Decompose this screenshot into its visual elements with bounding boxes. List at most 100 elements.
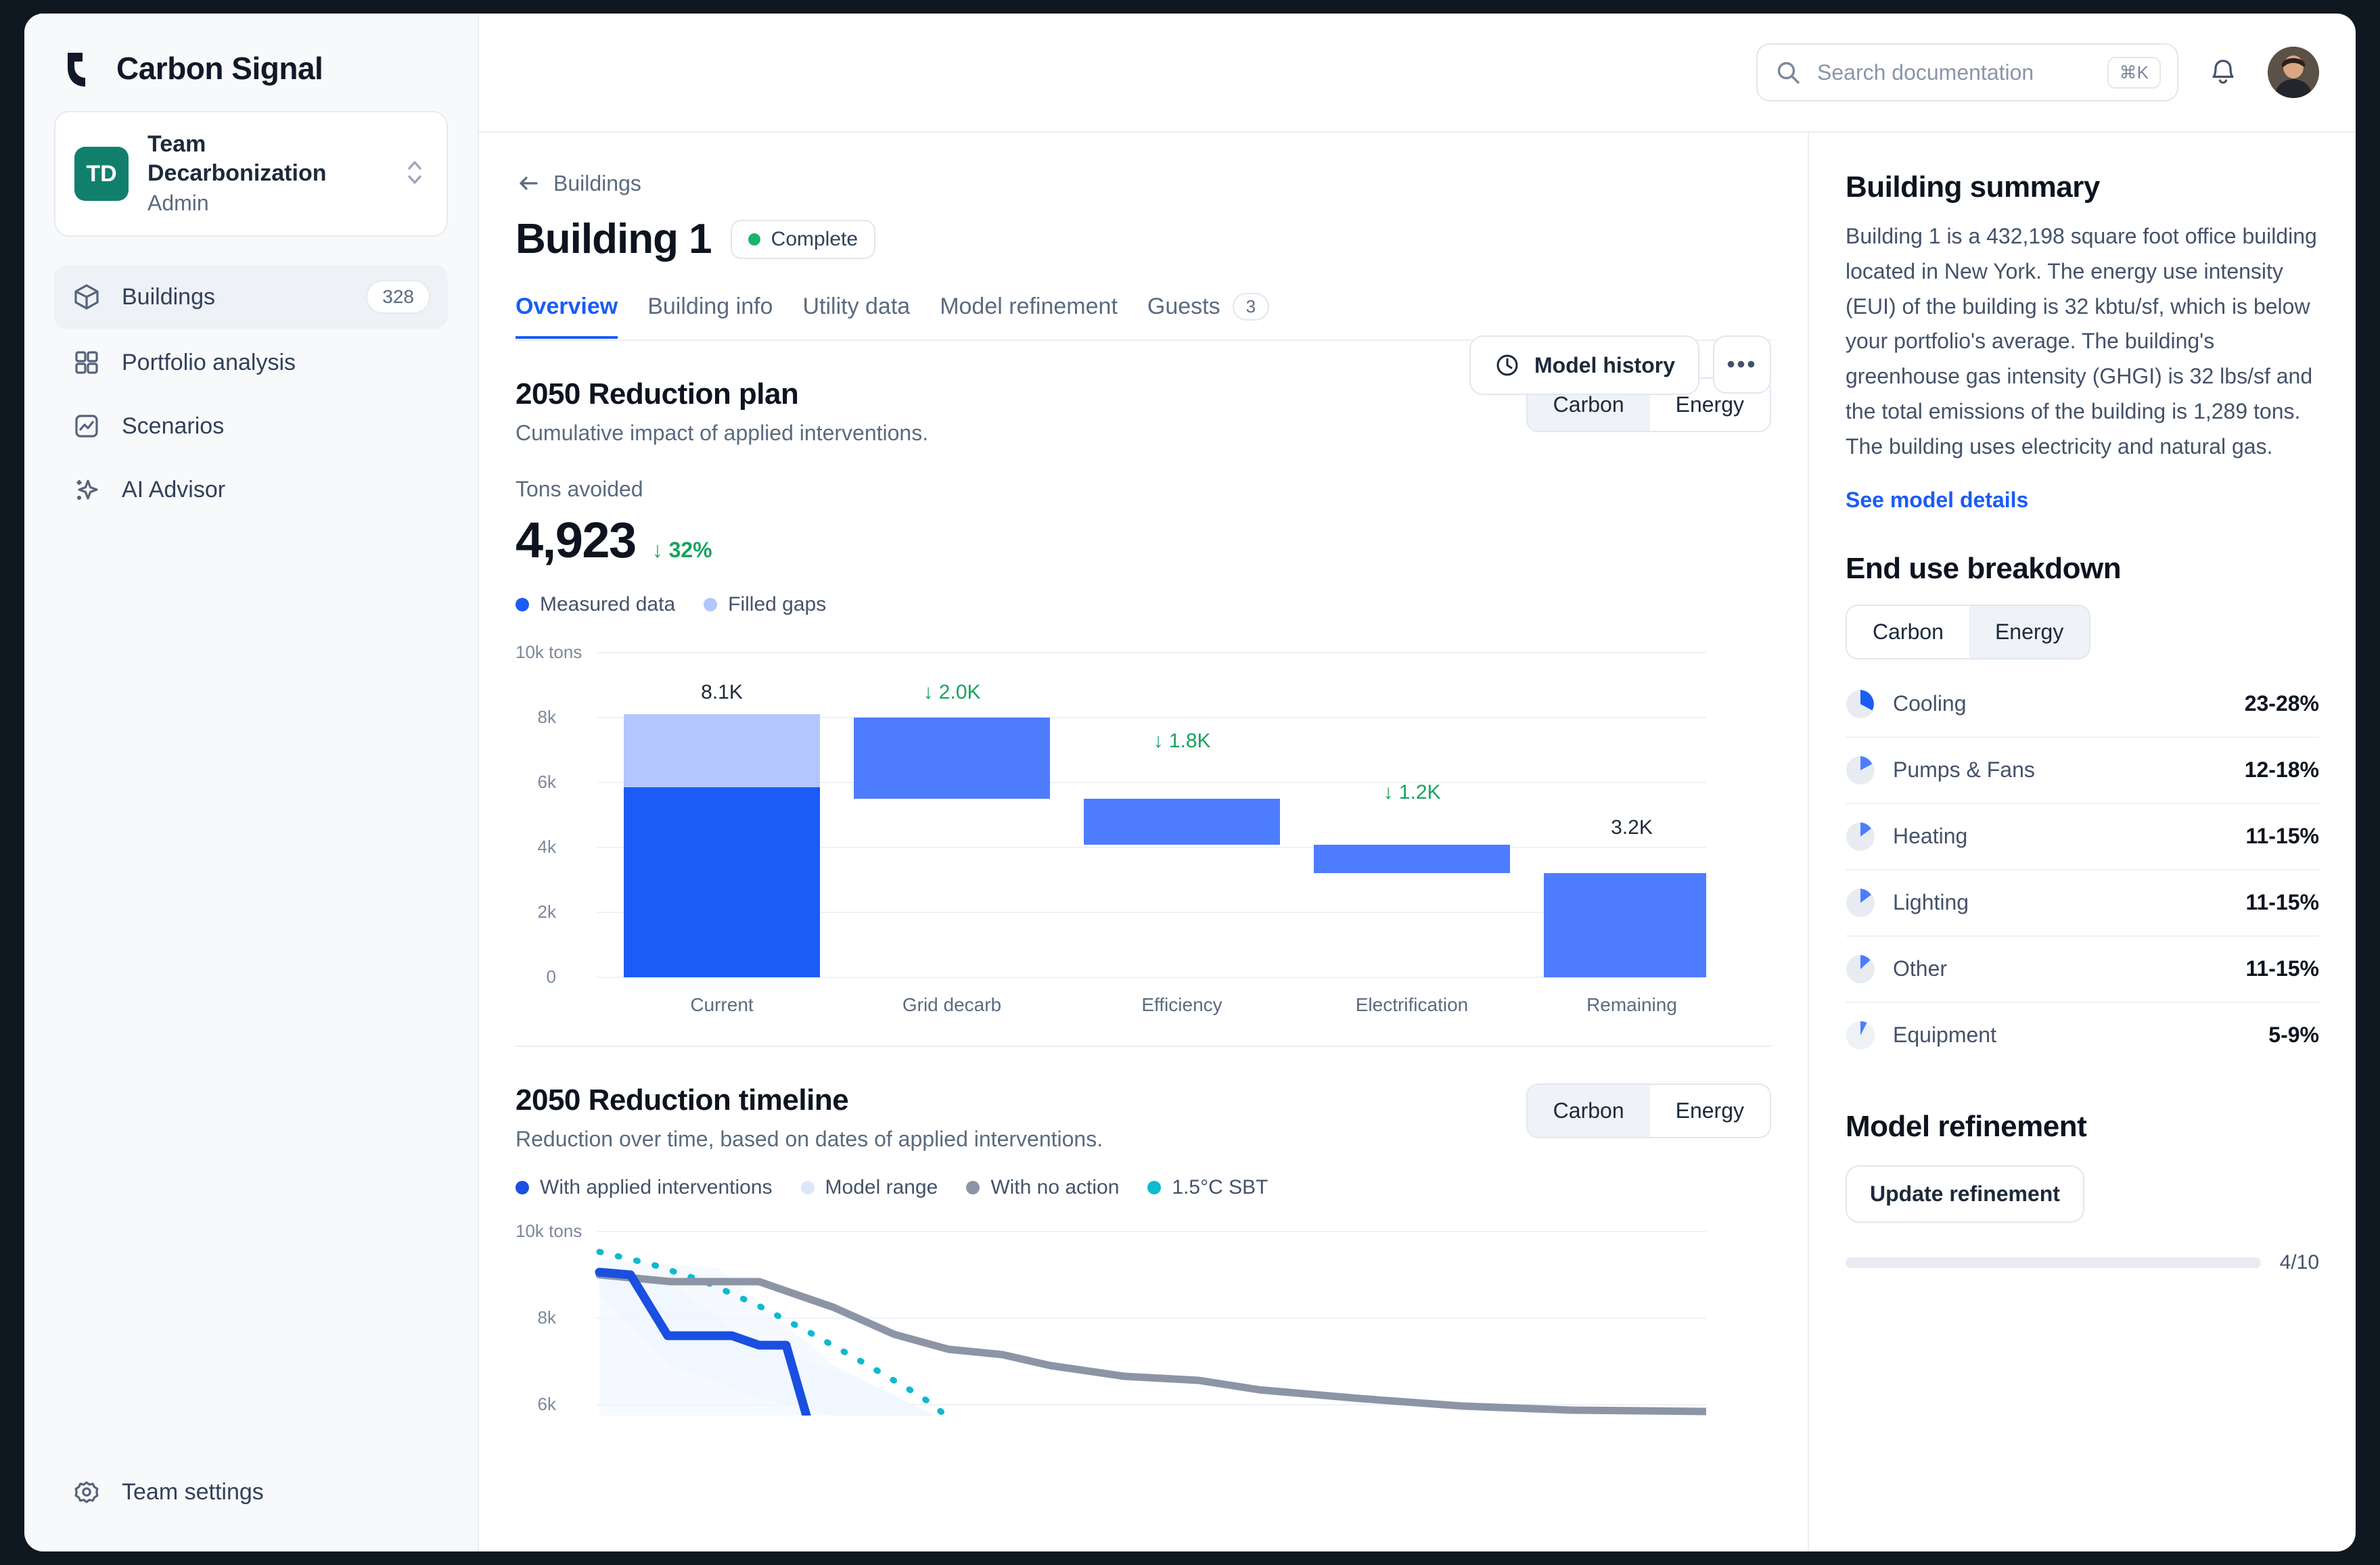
search-icon [1774, 58, 1802, 87]
model-refinement-section: Model refinement Update refinement 4/10 [1846, 1110, 2319, 1274]
timeline-unit-toggle: Carbon Energy [1526, 1083, 1771, 1138]
end-use-value: 5-9% [2268, 1023, 2319, 1048]
bar-efficiency [1084, 799, 1280, 845]
end-use-value: 11-15% [2245, 890, 2319, 915]
bell-icon[interactable] [2205, 55, 2241, 90]
end-use-value: 23-28% [2244, 691, 2319, 716]
tabs: Overview Building info Utility data Mode… [516, 293, 1771, 341]
team-avatar: TD [74, 147, 129, 202]
sidebar-item-label: AI Advisor [122, 476, 226, 503]
building-summary-text: Building 1 is a 432,198 square foot offi… [1846, 224, 2317, 459]
plan-legend: Measured data Filled gaps [516, 593, 1771, 616]
legend-dot-icon [516, 598, 529, 611]
end-use-row[interactable]: Heating 11-15% [1846, 804, 2319, 870]
end-use-name: Heating [1893, 824, 1968, 849]
timeline-toggle-carbon[interactable]: Carbon [1527, 1085, 1650, 1137]
legend-label: 1.5°C SBT [1172, 1176, 1268, 1198]
status-badge: Complete [730, 219, 876, 259]
xtick-electrification: Electrification [1356, 994, 1469, 1015]
tab-building-info[interactable]: Building info [647, 294, 773, 339]
end-use-row[interactable]: Cooling 23-28% [1846, 672, 2319, 738]
reduction-timeline-titles: 2050 Reduction timeline Reduction over t… [516, 1083, 1103, 1152]
breadcrumb[interactable]: Buildings [516, 133, 1771, 215]
gear-icon [72, 1477, 101, 1507]
end-use-value: 12-18% [2244, 757, 2319, 782]
team-meta: Team Decarbonization Admin [147, 130, 383, 218]
see-model-details-link[interactable]: See model details [1846, 487, 2029, 512]
search-placeholder: Search documentation [1817, 60, 2034, 85]
sidebar-item-team-settings[interactable]: Team settings [54, 1462, 448, 1522]
grid-icon [72, 348, 101, 377]
timeline-range-outer [599, 1260, 935, 1416]
tons-avoided-delta: ↓ 32% [651, 538, 712, 562]
model-history-label: Model history [1534, 352, 1675, 377]
tab-model-refinement[interactable]: Model refinement [940, 294, 1118, 339]
end-use-row[interactable]: Equipment 5-9% [1846, 1003, 2319, 1068]
legend-dot-icon [516, 1181, 529, 1194]
end-use-list: Cooling 23-28% Pumps & Fans 12-18% [1846, 672, 2319, 1068]
tons-avoided-value: 4,923 [516, 512, 637, 568]
legend-label: Filled gaps [728, 593, 827, 615]
reduction-timeline-subtitle: Reduction over time, based on dates of a… [516, 1127, 1103, 1151]
team-name: Team Decarbonization [147, 131, 327, 186]
pie-slice-icon [1846, 755, 1875, 785]
bar-label-current: 8.1K [701, 681, 743, 703]
bar-label-efficiency: ↓ 1.8K [1153, 730, 1210, 752]
tab-utility-data[interactable]: Utility data [802, 294, 910, 339]
legend-label: Model range [825, 1176, 938, 1198]
end-use-row[interactable]: Pumps & Fans 12-18% [1846, 738, 2319, 804]
timeline-series-sbt [596, 1248, 945, 1416]
sidebar-item-scenarios[interactable]: Scenarios [54, 396, 448, 456]
reduction-plan-section: 2050 Reduction plan Cumulative impact of… [516, 341, 1771, 1023]
end-use-toggle-energy[interactable]: Energy [1969, 605, 2090, 658]
status-dot-icon [748, 233, 760, 246]
overflow-menu-button[interactable]: ••• [1713, 335, 1771, 394]
end-use-row[interactable]: Other 11-15% [1846, 937, 2319, 1003]
tab-label: Model refinement [940, 294, 1118, 319]
avatar[interactable] [2268, 47, 2319, 98]
breadcrumb-label: Buildings [553, 170, 641, 195]
tab-guests[interactable]: Guests 3 [1147, 293, 1270, 340]
team-role: Admin [147, 191, 209, 215]
timeline-toggle-energy[interactable]: Energy [1649, 1085, 1770, 1137]
reduction-timeline-section: 2050 Reduction timeline Reduction over t… [516, 1047, 1771, 1420]
sidebar-item-label: Buildings [122, 283, 215, 310]
chart-image-icon [72, 411, 101, 441]
sidebar: Carbon Signal TD Team Decarbonization Ad… [24, 14, 479, 1551]
bar-electrification [1314, 845, 1510, 873]
model-history-button[interactable]: Model history [1469, 335, 1699, 395]
sidebar-item-ai-advisor[interactable]: AI Advisor [54, 460, 448, 519]
tab-label: Building info [647, 294, 773, 319]
brand[interactable]: Carbon Signal [54, 14, 448, 111]
end-use-unit-toggle: Carbon Energy [1846, 604, 2091, 659]
team-switcher[interactable]: TD Team Decarbonization Admin [54, 111, 448, 237]
chevron-updown-icon [402, 155, 428, 193]
bar-label-grid-decarb: ↓ 2.0K [923, 681, 980, 703]
building-summary-title: Building summary [1846, 170, 2100, 204]
search-input[interactable]: Search documentation ⌘K [1756, 43, 2178, 101]
sidebar-item-portfolio-analysis[interactable]: Portfolio analysis [54, 333, 448, 392]
end-use-toggle-carbon[interactable]: Carbon [1847, 605, 1969, 658]
reduction-plan-title: 2050 Reduction plan [516, 377, 799, 411]
bar-current-filled [624, 714, 820, 787]
axis-unit-label: 10k tons [516, 642, 582, 662]
tab-overview[interactable]: Overview [516, 294, 618, 339]
status-label: Complete [771, 227, 859, 250]
timeline-chart: 10k tons 8k 6k [516, 1219, 1771, 1420]
end-use-name: Other [1893, 956, 1948, 981]
xtick-current: Current [690, 994, 754, 1015]
content: Buildings Model history ••• Buildin [479, 133, 2356, 1551]
sidebar-item-buildings[interactable]: Buildings 328 [54, 265, 448, 329]
legend-dot-icon [800, 1181, 815, 1194]
guests-count-badge: 3 [1232, 293, 1270, 321]
update-refinement-button[interactable]: Update refinement [1846, 1165, 2084, 1223]
svg-text:6k: 6k [538, 772, 557, 792]
legend-label: Measured data [540, 593, 676, 615]
brand-name: Carbon Signal [116, 51, 323, 86]
xtick-efficiency: Efficiency [1141, 994, 1222, 1015]
pie-slice-icon [1846, 888, 1875, 918]
end-use-row[interactable]: Lighting 11-15% [1846, 870, 2319, 937]
pie-slice-icon [1846, 1021, 1875, 1050]
end-use-breakdown-section: End use breakdown Carbon Energy Cooling [1846, 552, 2319, 1068]
svg-text:2k: 2k [538, 902, 557, 922]
